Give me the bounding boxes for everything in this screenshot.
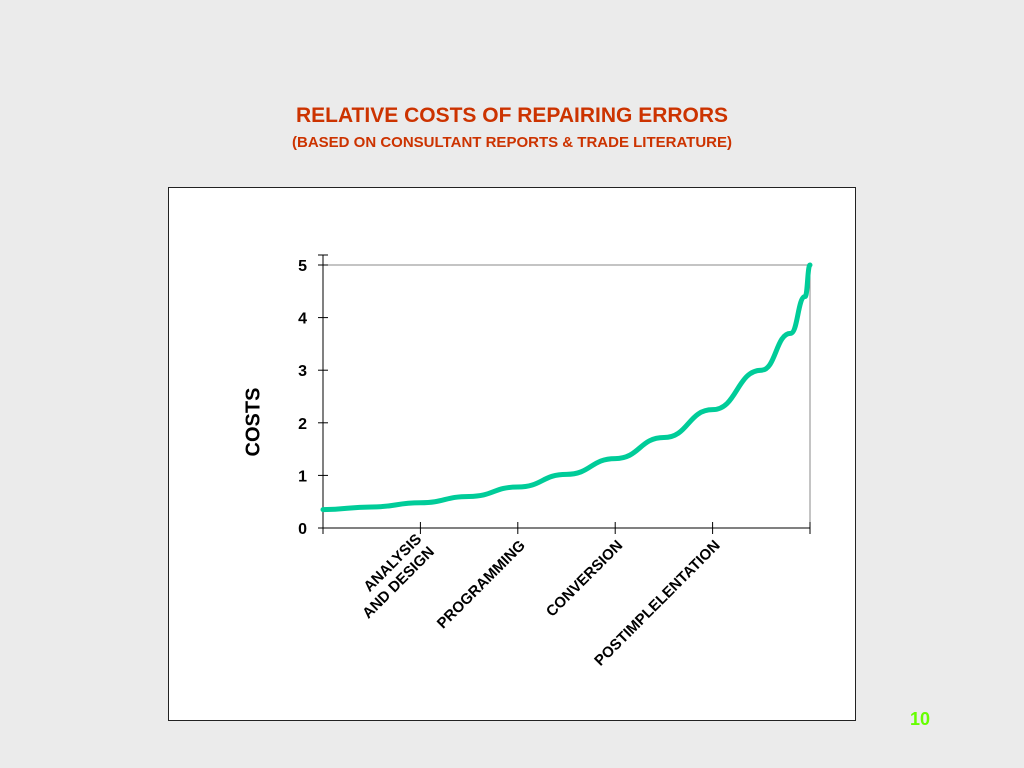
y-tick-label: 5 (298, 258, 307, 275)
x-category-label-line: PROGRAMMING (434, 537, 529, 632)
y-tick-label: 3 (298, 363, 307, 380)
x-category-label: PROGRAMMING (434, 537, 529, 632)
plot-area (322, 264, 811, 529)
page-number: 10 (910, 709, 931, 729)
y-tick-label: 4 (298, 311, 307, 328)
x-category-label-line: CONVERSION (543, 537, 626, 620)
y-tick-label: 2 (298, 416, 307, 433)
x-category-label: CONVERSION (543, 537, 626, 620)
cost-curve-line (320, 262, 813, 513)
y-tick-label: 0 (298, 521, 307, 538)
chart-subtitle: (BASED ON CONSULTANT REPORTS & TRADE LIT… (292, 134, 732, 151)
y-axis-label: COSTS (242, 387, 265, 457)
y-tick-label: 1 (298, 468, 307, 485)
chart-frame: 0 1 2 3 4 5 ANALYSIS AND DESIGN PROGRAMMING CONVE… (168, 187, 856, 721)
chart-title: RELATIVE COSTS OF REPAIRING ERRORS (295, 104, 729, 127)
